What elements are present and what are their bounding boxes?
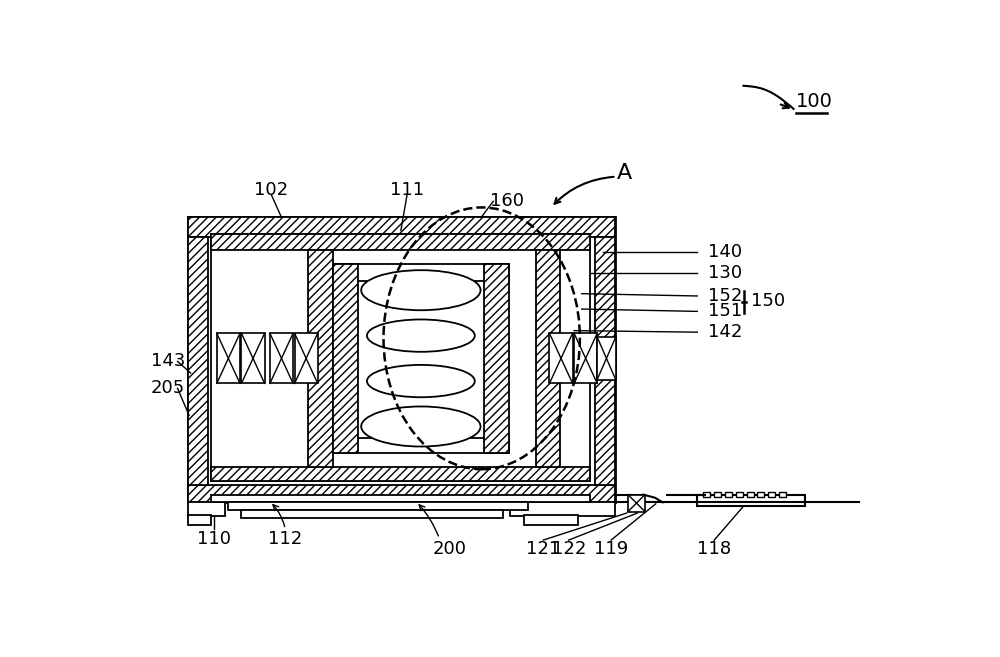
Bar: [536, 250, 560, 467]
Text: 140: 140: [708, 243, 742, 261]
Bar: [241, 333, 265, 384]
Text: 143: 143: [151, 352, 185, 371]
Bar: [333, 438, 509, 453]
Ellipse shape: [367, 365, 475, 397]
Text: 121: 121: [526, 539, 560, 558]
Bar: [211, 495, 590, 503]
Text: 151: 151: [708, 302, 742, 321]
Bar: [241, 510, 503, 518]
Text: 142: 142: [708, 323, 742, 341]
Text: 112: 112: [268, 530, 302, 547]
Text: 152: 152: [708, 287, 742, 305]
Bar: [757, 491, 764, 497]
Text: A: A: [616, 163, 632, 183]
Ellipse shape: [361, 407, 481, 447]
Bar: [211, 467, 590, 481]
Bar: [188, 217, 615, 237]
Bar: [188, 514, 211, 526]
Text: 102: 102: [254, 181, 289, 198]
Bar: [595, 237, 615, 486]
Bar: [270, 333, 293, 384]
Bar: [597, 337, 616, 380]
Bar: [747, 491, 754, 497]
Text: 200: 200: [432, 539, 466, 558]
Bar: [308, 250, 333, 467]
Bar: [188, 503, 225, 516]
Bar: [484, 263, 509, 453]
Text: 110: 110: [197, 530, 231, 547]
Bar: [510, 503, 615, 516]
Bar: [333, 263, 509, 281]
Bar: [211, 235, 590, 250]
Text: 130: 130: [708, 264, 742, 282]
Bar: [217, 333, 240, 384]
Bar: [768, 491, 775, 497]
Text: 160: 160: [490, 193, 524, 210]
Bar: [628, 495, 645, 512]
Ellipse shape: [367, 319, 475, 351]
Bar: [333, 263, 358, 453]
Bar: [736, 491, 743, 497]
Text: 118: 118: [697, 539, 731, 558]
Bar: [228, 503, 528, 510]
Text: 119: 119: [594, 539, 628, 558]
Bar: [714, 491, 721, 497]
Bar: [574, 333, 597, 384]
Text: 111: 111: [390, 181, 424, 198]
Text: 122: 122: [552, 539, 586, 558]
Text: 100: 100: [796, 92, 833, 111]
Bar: [211, 235, 590, 481]
Bar: [703, 491, 710, 497]
Text: 205: 205: [151, 379, 185, 397]
Ellipse shape: [361, 270, 481, 310]
Bar: [697, 495, 805, 506]
Bar: [779, 491, 786, 497]
Bar: [549, 333, 573, 384]
Text: 150: 150: [751, 292, 785, 310]
Bar: [725, 491, 732, 497]
Bar: [188, 486, 615, 503]
Bar: [295, 333, 318, 384]
Bar: [188, 217, 615, 503]
Bar: [188, 237, 208, 486]
Bar: [524, 514, 578, 526]
